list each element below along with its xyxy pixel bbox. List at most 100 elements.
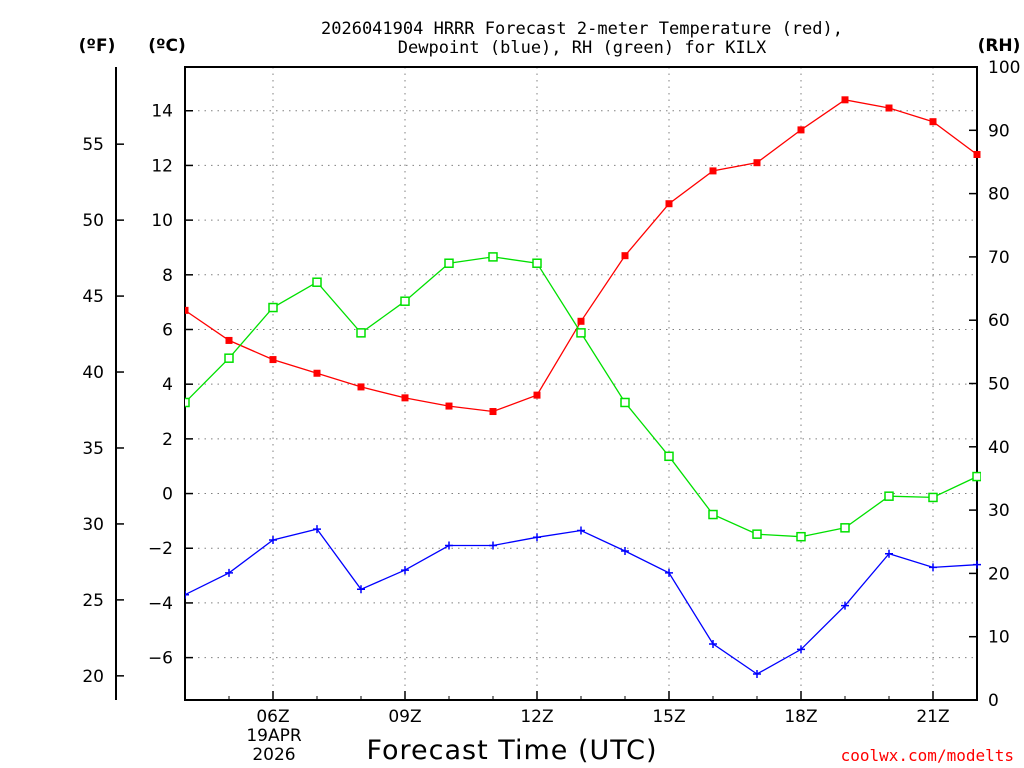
time-tick-label: 12Z [520,707,553,727]
rh-point [444,258,454,268]
rh-point [224,353,234,363]
rh-tick-label: 100 [988,58,1020,78]
fahrenheit-tick-label: 30 [82,515,104,535]
rh-tick-label: 0 [988,691,999,711]
fahrenheit-tick-label: 50 [82,211,104,231]
temperature-point [885,104,893,112]
rh-tick-label: 70 [988,248,1010,268]
temperature-point [533,391,541,399]
time-tick-label: 18Z [784,707,817,727]
fahrenheit-axis: 55 50 45 40 35 30 25 20 [82,135,124,687]
rh-point [752,529,762,539]
dewpoint-point [621,546,629,555]
rh-point [268,302,278,313]
fahrenheit-tick-label: 45 [82,287,104,307]
celsius-tick-label: 8 [162,266,173,286]
time-tick-label: 21Z [916,707,949,727]
rh-point [664,451,674,462]
fahrenheit-tick-label: 55 [82,135,104,155]
celsius-unit-label: (ºC) [148,36,186,56]
rh-point [972,471,981,482]
dewpoint-point [885,549,893,558]
dewpoint-point [973,560,981,569]
dewpoint-point [533,533,541,542]
x-axis-title: Forecast Time (UTC) [366,735,657,766]
rh-point [576,328,586,338]
temperature-point [401,394,409,402]
celsius-tick-label: −6 [148,649,173,669]
temperature-point [621,252,629,260]
chart-title-line-1: 2026041904 HRRR Forecast 2-meter Tempera… [321,19,843,39]
rh-tick-label: 30 [988,501,1010,521]
temperature-point [973,150,981,158]
dewpoint-line [185,528,978,675]
rh-series [185,252,981,542]
credit-text: coolwx.com/modelts [841,746,1014,765]
rh-point [620,397,630,408]
time-axis: 06Z 09Z 12Z 15Z 18Z 21Z [184,691,978,727]
temperature-line [185,99,978,413]
dewpoint-point [797,645,805,654]
rh-point [400,296,410,306]
dewpoint-point [753,670,761,679]
temperature-point [929,118,937,126]
celsius-axis: 14 12 10 8 6 4 2 0 −2 −4 −6 [148,102,193,669]
plot-frame [184,66,978,701]
celsius-tick-label: 0 [162,485,173,505]
temperature-point [489,408,497,416]
rh-point [312,277,322,287]
rh-line [185,256,978,538]
time-tick-label: 06Z [256,707,289,727]
rh-point [884,491,894,501]
dewpoint-point [313,525,321,534]
time-tick-label: 09Z [388,707,421,727]
dewpoint-point [185,590,189,599]
dewpoint-point [577,526,585,535]
dewpoint-point [445,541,453,550]
fahrenheit-tick-label: 35 [82,439,104,459]
celsius-tick-label: 14 [151,102,173,122]
rh-point [708,509,718,520]
temperature-series [185,96,981,416]
temperature-point [753,159,761,167]
dewpoint-series [185,525,981,679]
dewpoint-point [401,566,409,575]
temperature-point [185,306,189,314]
rh-tick-label: 40 [988,438,1010,458]
celsius-tick-label: 10 [151,211,173,231]
celsius-tick-label: 6 [162,320,173,340]
celsius-tick-label: 2 [162,430,173,450]
rh-unit-label: (RH) [978,36,1021,56]
temperature-point [269,356,277,364]
time-tick-label: 15Z [652,707,685,727]
dewpoint-point [709,639,717,648]
fahrenheit-tick-label: 20 [82,667,104,687]
dewpoint-point [269,536,277,545]
temperature-point [709,167,717,175]
fahrenheit-tick-label: 25 [82,591,104,611]
celsius-tick-label: −2 [148,539,173,559]
celsius-tick-label: 4 [162,375,173,395]
rh-point [185,397,190,408]
temperature-point [665,200,673,208]
temperature-point [577,317,585,325]
rh-tick-label: 20 [988,564,1010,584]
chart-title-line-2: Dewpoint (blue), RH (green) for KILX [398,38,767,58]
dewpoint-point [665,568,673,577]
rh-tick-label: 50 [988,375,1010,395]
rh-point [840,523,850,533]
temperature-point [357,383,365,391]
dewpoint-point [489,541,497,550]
fahrenheit-tick-label: 40 [82,363,104,383]
rh-tick-label: 60 [988,311,1010,331]
temperature-point [225,336,233,344]
dewpoint-point [357,585,365,594]
celsius-tick-label: 12 [151,156,173,176]
rh-point [356,328,366,338]
fahrenheit-unit-label: (ºF) [79,36,116,56]
temperature-point [797,126,805,134]
rh-point [532,258,542,268]
date-label-day: 19APR [246,726,302,746]
